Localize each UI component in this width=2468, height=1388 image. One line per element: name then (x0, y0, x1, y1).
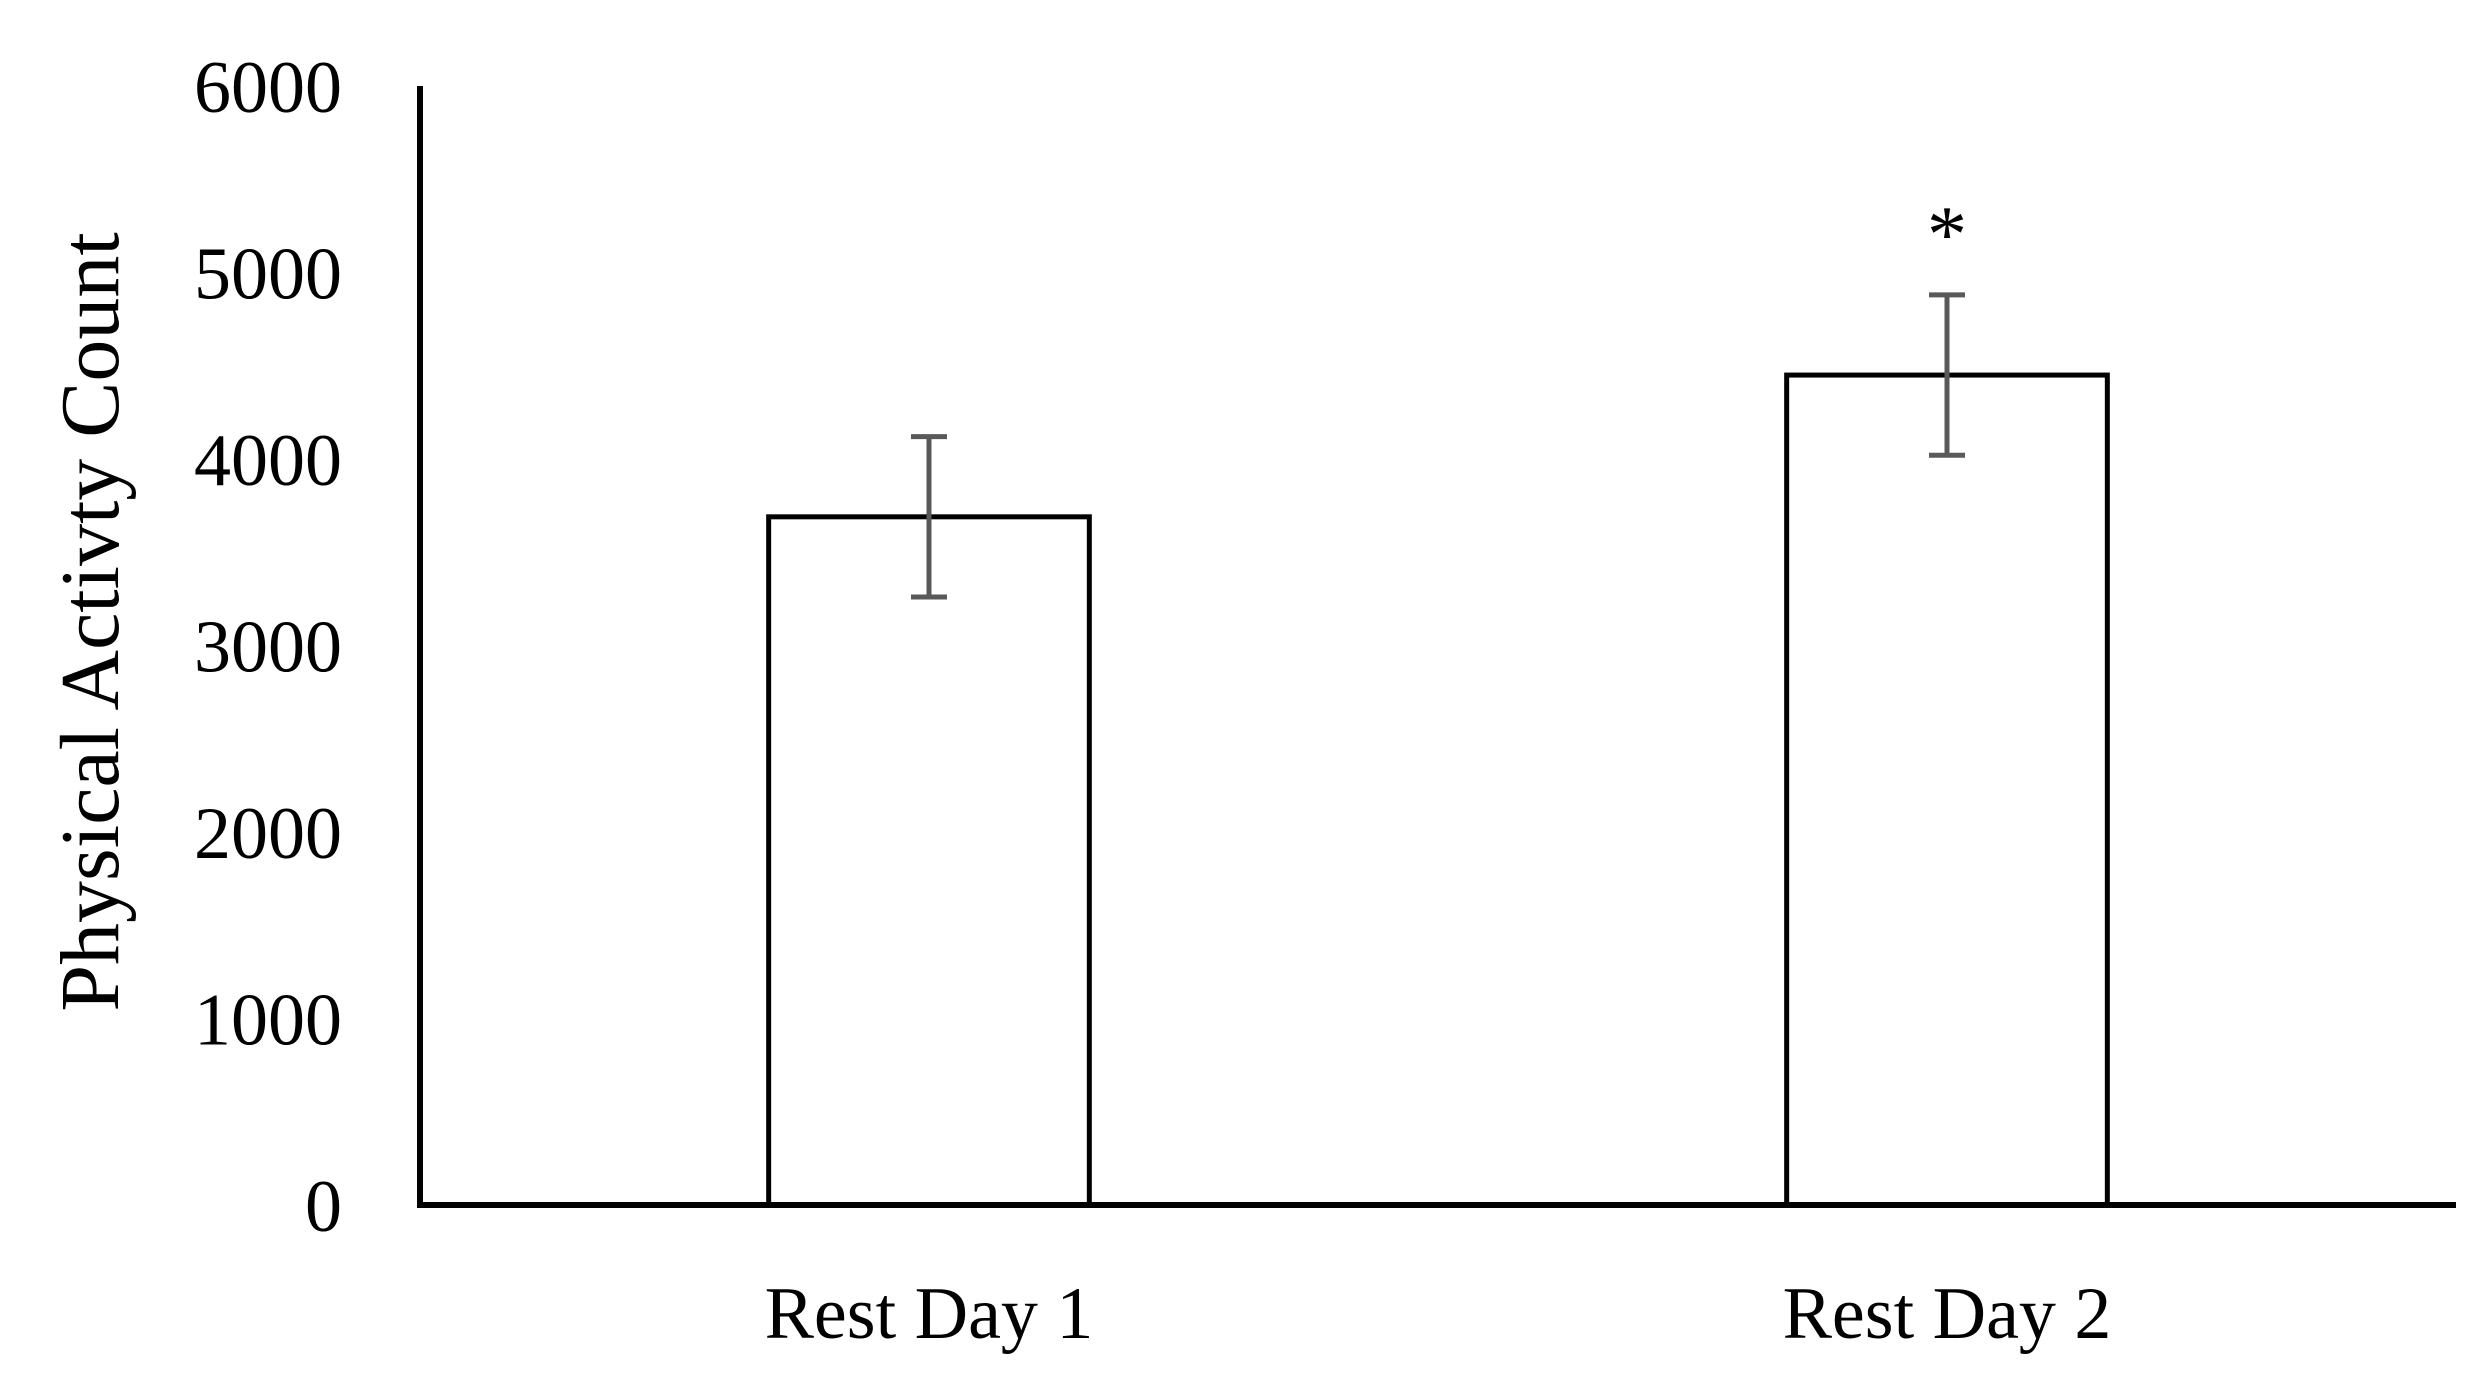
bar (766, 514, 1092, 1208)
y-tick-label: 4000 (194, 420, 342, 502)
y-tick-label: 6000 (194, 47, 342, 129)
y-tick-label: 1000 (194, 980, 342, 1062)
x-category-label: Rest Day 2 (1783, 1273, 2112, 1355)
bar (1784, 372, 2110, 1208)
bars: Rest Day 1 Rest Day 2 * (765, 191, 2112, 1355)
y-tick-label: 2000 (194, 793, 342, 875)
y-tick-label: 5000 (194, 234, 342, 316)
x-category-label: Rest Day 1 (765, 1273, 1094, 1355)
y-axis-title: Physical Activty Count (44, 232, 137, 1011)
significance-marker: * (1927, 191, 1967, 279)
y-tick-label: 3000 (194, 607, 342, 689)
y-ticks: 0 1000 2000 3000 4000 5000 6000 (194, 47, 342, 1248)
y-tick-label: 0 (305, 1166, 342, 1248)
